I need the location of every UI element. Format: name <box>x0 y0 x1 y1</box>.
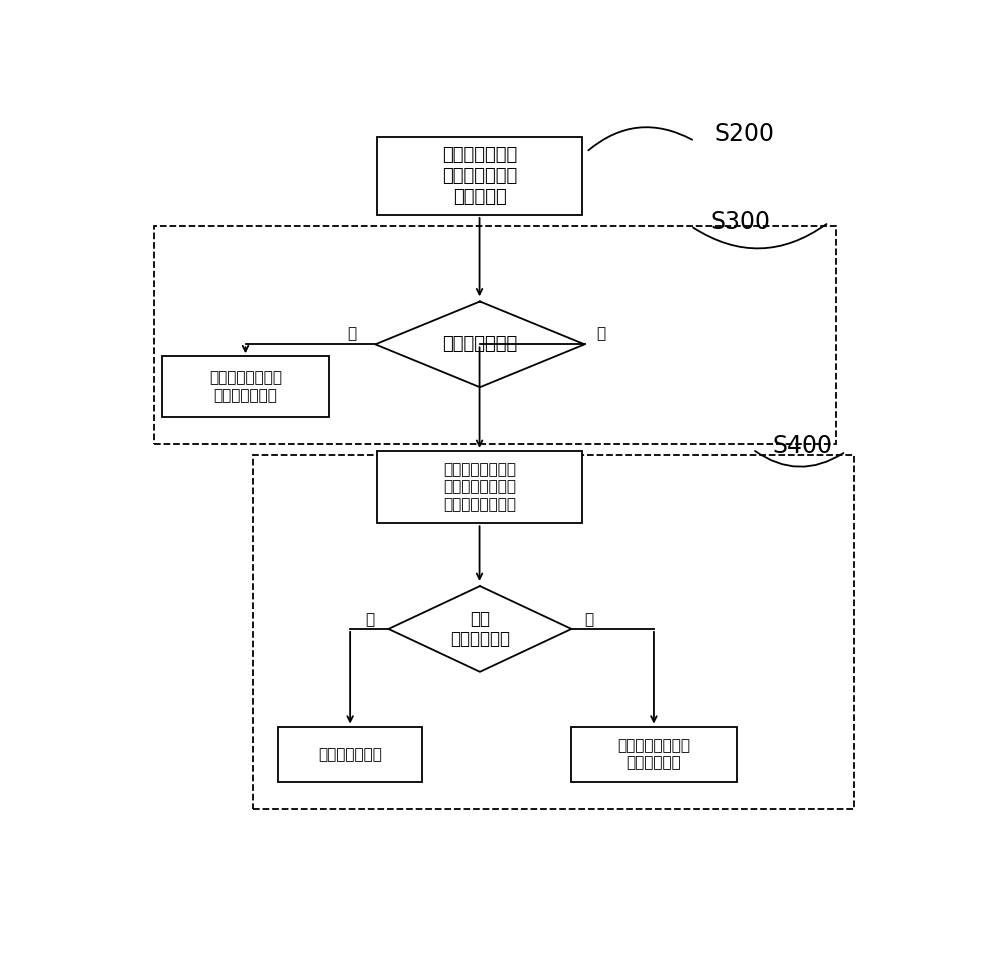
Bar <box>571 727 737 782</box>
Text: 控制单元进行报警
，并停机冲压线: 控制单元进行报警 ，并停机冲压线 <box>209 371 282 402</box>
Text: 是否
超过工序时长: 是否 超过工序时长 <box>450 610 510 648</box>
Text: 打开炉门，将炉
门处的料板运载
至对中台上: 打开炉门，将炉 门处的料板运载 至对中台上 <box>442 146 517 206</box>
Text: 否: 否 <box>347 325 356 341</box>
Bar <box>278 727 422 782</box>
Text: 冲压线正常工作: 冲压线正常工作 <box>318 747 382 761</box>
Bar <box>377 137 582 215</box>
Bar <box>377 451 582 523</box>
Text: S300: S300 <box>710 210 770 234</box>
Bar <box>253 455 854 808</box>
Bar <box>162 356 329 417</box>
Text: 是: 是 <box>596 325 605 341</box>
Text: S400: S400 <box>772 434 832 458</box>
Text: 检测炉门处的料板
，计时器记录第一
时刻以及第二时刻: 检测炉门处的料板 ，计时器记录第一 时刻以及第二时刻 <box>443 462 516 512</box>
Text: 否: 否 <box>365 612 375 627</box>
Text: 是否检测到料板: 是否检测到料板 <box>442 335 518 353</box>
Bar <box>154 226 836 444</box>
Text: 控制单元进行报警
并停机冲压线: 控制单元进行报警 并停机冲压线 <box>617 738 690 771</box>
Text: S200: S200 <box>714 122 774 146</box>
Text: 是: 是 <box>584 612 593 627</box>
